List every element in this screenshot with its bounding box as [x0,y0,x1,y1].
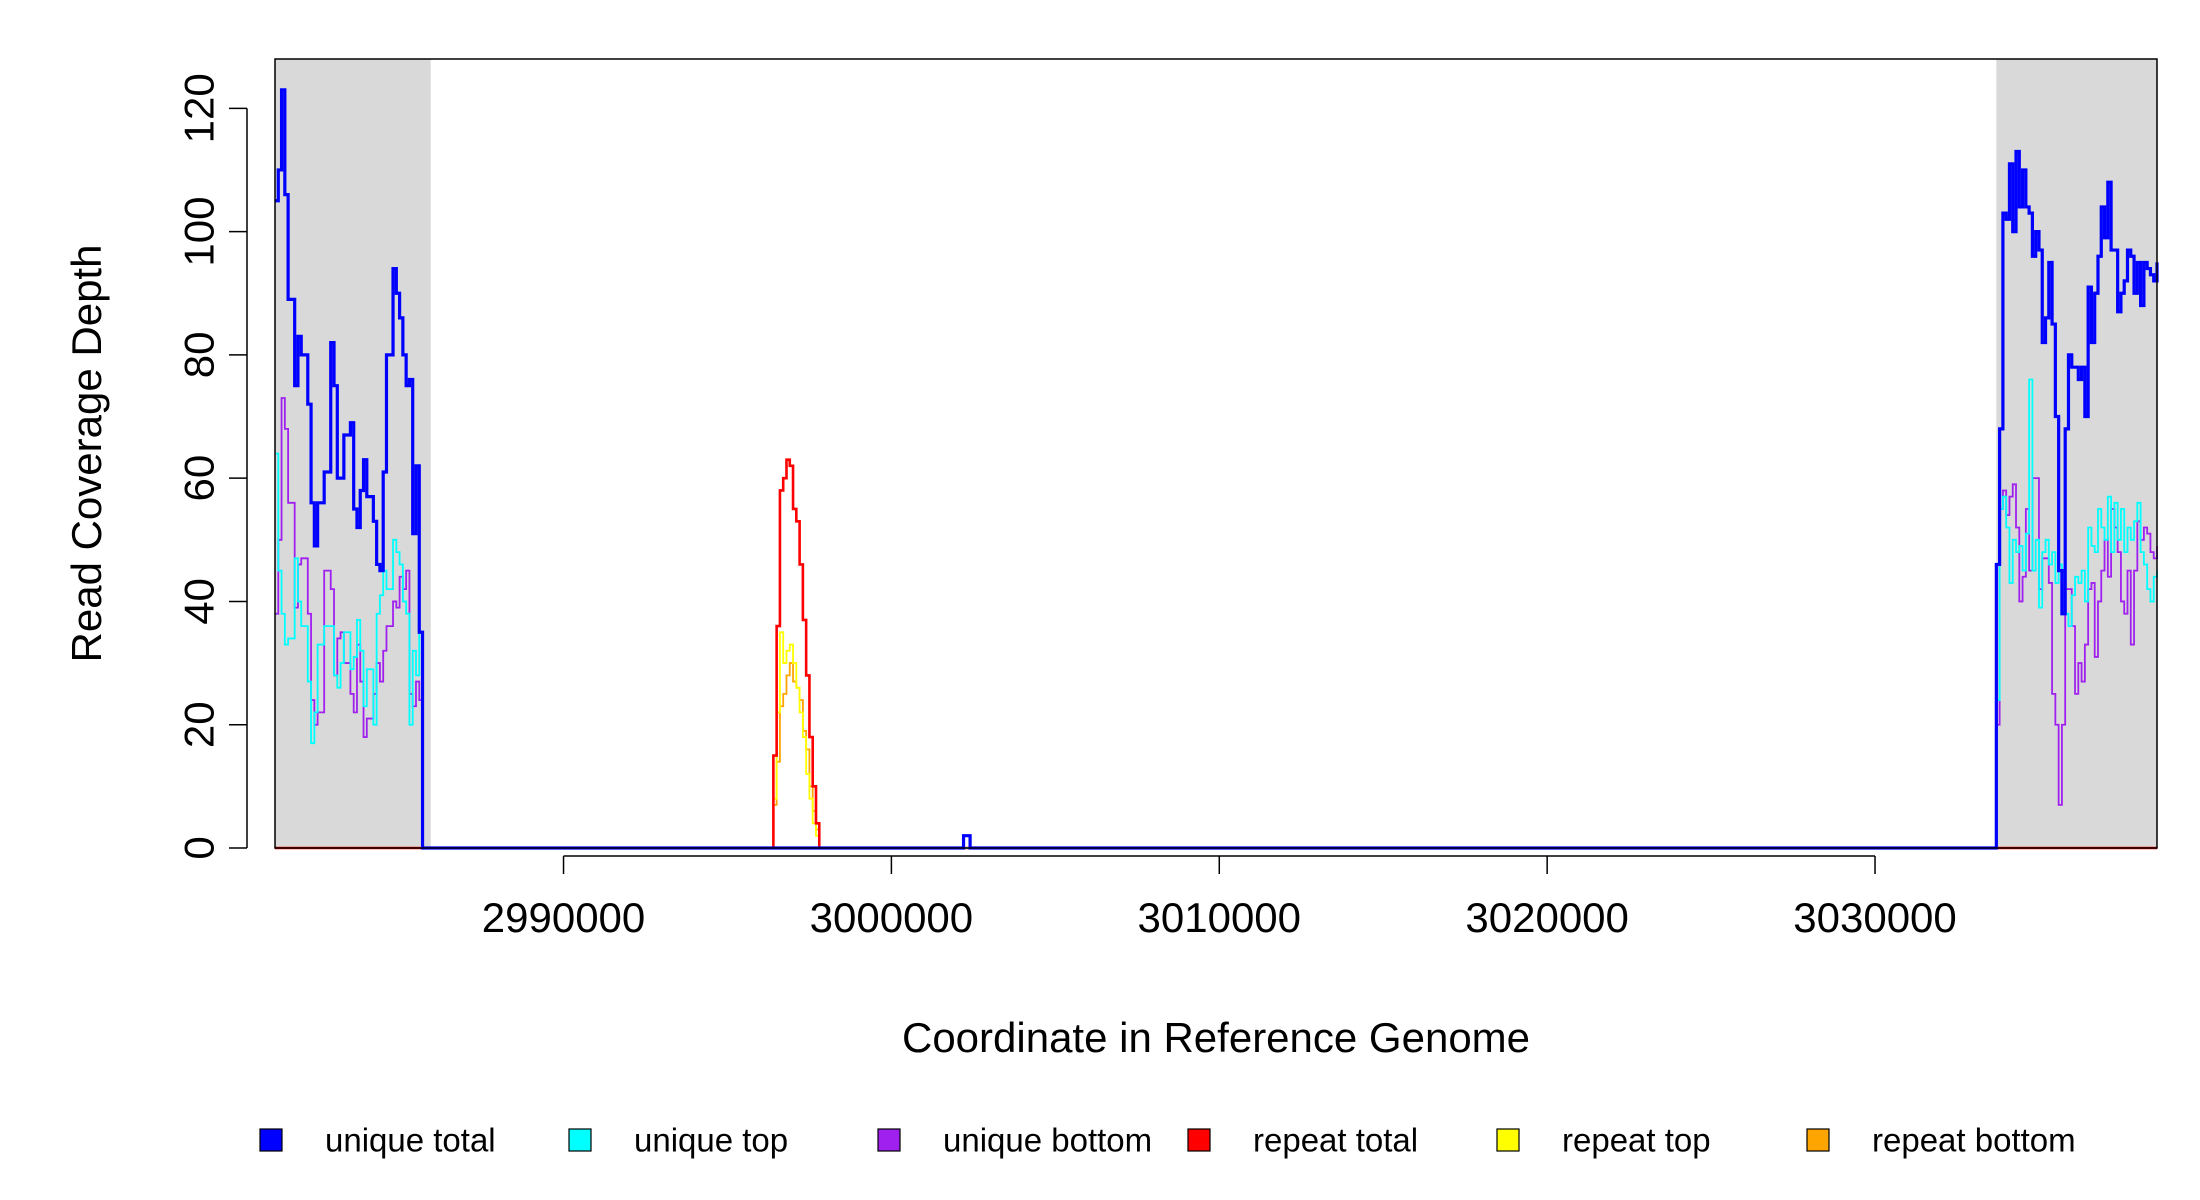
legend-swatch-unique-bottom [877,1128,901,1152]
x-tick-label: 3000000 [810,894,974,941]
y-tick-label: 80 [176,332,223,379]
series-line-repeat-top [275,631,2157,849]
y-axis-title: Read Coverage Depth [63,245,110,663]
legend-label-unique-total: unique total [325,1122,496,1159]
series-line-unique-bottom [275,397,2158,849]
x-tick-label: 3030000 [1793,894,1957,941]
legend-label-unique-top: unique top [634,1122,788,1159]
legend-swatch-repeat-bottom [1806,1128,1830,1152]
y-tick-label: 60 [176,455,223,502]
y-tick-label: 120 [176,73,223,143]
y-tick-label: 40 [176,578,223,625]
legend: unique total unique top unique bottom repea… [259,1122,2076,1159]
legend-swatch-unique-top [568,1128,592,1152]
legend-swatch-repeat-total [1187,1128,1211,1152]
x-tick-label: 3020000 [1465,894,1629,941]
legend-label-repeat-bottom: repeat bottom [1872,1122,2076,1159]
legend-swatch-unique-total [259,1128,283,1152]
series-line-repeat-bottom [275,662,2157,849]
y-axis: 0 20 40 60 80 100 120 [176,73,248,860]
series-line-unique-top [275,378,2158,849]
series-line-repeat-total [275,458,2157,850]
plot-area-border [274,58,2158,849]
y-tick-label: 100 [176,197,223,267]
legend-label-repeat-total: repeat total [1253,1122,1418,1159]
legend-swatch-repeat-top [1496,1128,1520,1152]
x-axis: 2990000 3000000 3010000 3020000 3030000 [482,855,1957,941]
x-tick-label: 2990000 [482,894,646,941]
series-layer [275,88,2159,850]
x-tick-label: 3010000 [1138,894,1302,941]
x-axis-title: Coordinate in Reference Genome [902,1014,1530,1061]
shaded-regions [275,59,2157,848]
legend-label-unique-bottom: unique bottom [943,1122,1152,1159]
y-tick-label: 0 [176,836,223,859]
legend-label-repeat-top: repeat top [1562,1122,1711,1159]
y-tick-label: 20 [176,701,223,748]
series-line-unique-total [275,88,2159,850]
